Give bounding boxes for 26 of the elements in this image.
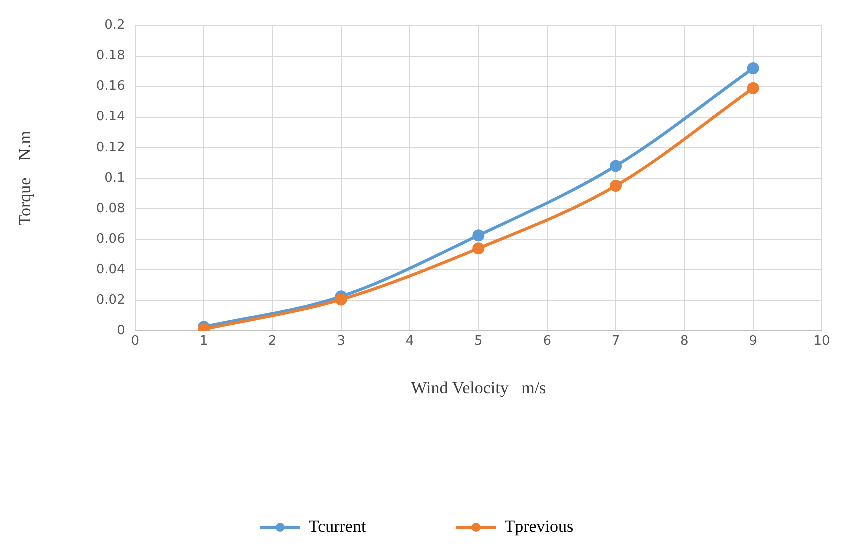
y-axis-title: Torque N.m bbox=[16, 131, 35, 226]
y-tick-label: 0.08 bbox=[96, 201, 126, 216]
x-tick-label: 8 bbox=[680, 334, 689, 350]
x-tick-label: 10 bbox=[814, 334, 830, 350]
x-tick-label: 4 bbox=[406, 334, 414, 350]
y-tick-label: 0 bbox=[117, 323, 126, 338]
y-tick-label: 0.1 bbox=[104, 170, 126, 186]
y-tick-label: 0.12 bbox=[96, 140, 126, 156]
x-tick-label: 3 bbox=[337, 334, 346, 350]
y-tick-label: 0.16 bbox=[96, 79, 126, 94]
x-axis-title: Wind Velocity m/s bbox=[411, 378, 546, 398]
x-tick-label: 7 bbox=[612, 334, 620, 350]
y-tick-label: 0.04 bbox=[96, 262, 126, 278]
legend-label: Tprevious bbox=[504, 516, 574, 536]
y-tick-label: 0.06 bbox=[96, 232, 126, 247]
y-tick-label: 0.14 bbox=[96, 110, 126, 125]
x-tick-label: 2 bbox=[268, 334, 277, 350]
x-tick-label: 9 bbox=[749, 334, 758, 350]
x-tick-label: 1 bbox=[200, 334, 208, 350]
legend-label: Tcurrent bbox=[308, 516, 366, 536]
x-tick-label: 5 bbox=[474, 334, 483, 350]
x-tick-label: 6 bbox=[543, 334, 552, 350]
x-tick-label: 0 bbox=[131, 334, 140, 350]
y-tick-label: 0.02 bbox=[96, 292, 126, 308]
y-tick-label: 0.18 bbox=[96, 48, 126, 64]
y-tick-label: 0.2 bbox=[104, 18, 126, 34]
